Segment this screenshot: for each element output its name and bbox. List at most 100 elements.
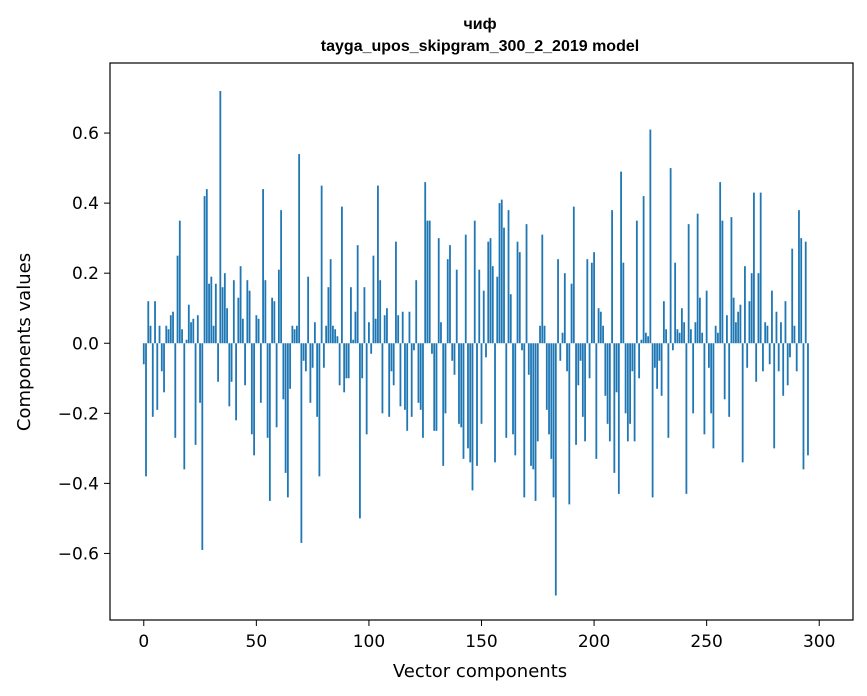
bar (449, 245, 451, 344)
bar (739, 304, 742, 344)
bar (554, 343, 557, 596)
bar (617, 343, 620, 494)
bar (185, 339, 188, 344)
bar (383, 315, 386, 344)
bar (703, 343, 706, 435)
bar (149, 325, 152, 344)
bar (764, 322, 767, 344)
bar (169, 315, 172, 344)
bar (626, 343, 629, 442)
bar (361, 343, 364, 379)
bar (205, 189, 208, 344)
bar (644, 332, 647, 344)
bar (300, 343, 303, 543)
bar (757, 273, 760, 344)
bar (548, 343, 550, 435)
bar (500, 199, 503, 344)
bar (491, 266, 494, 344)
bar (433, 343, 436, 431)
bar (518, 252, 521, 344)
bar (467, 343, 469, 449)
bar (572, 206, 575, 344)
bar (611, 210, 613, 344)
bar (446, 259, 449, 344)
bar (426, 220, 429, 344)
bar (208, 283, 210, 344)
bar (590, 262, 593, 344)
bar (334, 329, 337, 344)
bar (753, 192, 755, 344)
bar (201, 343, 204, 550)
bar (259, 343, 262, 403)
y-axis-ticks: −0.6 −0.4 −0.2 0.0 0.2 0.4 0.6 (58, 124, 110, 564)
bar (541, 234, 544, 344)
bar (563, 273, 566, 344)
bar (516, 241, 519, 344)
bar (561, 332, 564, 344)
bar (732, 297, 735, 344)
bar (717, 332, 719, 344)
x-tick-label: 150 (465, 632, 497, 652)
bar (498, 203, 501, 344)
chart-subtitle: tayga_upos_skipgram_300_2_2019 model (321, 38, 639, 55)
x-axis-label: Vector components (393, 661, 567, 682)
bar (505, 343, 508, 438)
bar (721, 220, 724, 344)
bar (478, 269, 481, 344)
bar (248, 290, 251, 344)
bar (174, 343, 177, 438)
bar (377, 185, 379, 344)
bar (651, 343, 654, 498)
bar (568, 343, 571, 505)
bar (473, 220, 476, 344)
bar (723, 343, 726, 400)
bar (786, 343, 789, 386)
x-tick-label: 0 (138, 632, 149, 652)
bar (203, 196, 206, 344)
bar (683, 322, 686, 344)
bar (268, 343, 271, 501)
bar (523, 343, 526, 498)
bar (437, 238, 440, 344)
bar (766, 325, 769, 344)
bar (145, 343, 147, 477)
bar (295, 325, 298, 344)
bar (604, 343, 607, 396)
plot-frame (109, 62, 854, 621)
bar (750, 273, 753, 344)
bar (624, 343, 627, 414)
chart-title: чиф (463, 16, 496, 33)
bar (507, 210, 510, 344)
bar (680, 308, 683, 344)
bar (608, 343, 611, 442)
bar (462, 343, 465, 459)
y-tick-label: −0.4 (58, 474, 99, 494)
bar (228, 343, 231, 407)
bar (273, 301, 276, 344)
bar (606, 343, 609, 424)
x-tick-label: 50 (246, 632, 268, 652)
bar (199, 343, 201, 403)
bar (577, 343, 580, 386)
bar (347, 343, 350, 379)
bar (210, 276, 213, 344)
bar (633, 343, 636, 442)
bar (708, 343, 710, 368)
bar (762, 343, 764, 372)
bar (250, 343, 253, 435)
bar (255, 315, 258, 344)
bar (487, 241, 490, 344)
bar (404, 343, 406, 410)
bar (671, 343, 674, 351)
bar (588, 343, 591, 379)
bar (798, 210, 800, 344)
bar (415, 280, 418, 344)
bar (212, 325, 215, 344)
bar (392, 343, 395, 386)
bar (332, 325, 334, 344)
bar (282, 343, 285, 400)
bar (313, 322, 316, 344)
bar (354, 311, 357, 344)
bar (154, 301, 156, 344)
bar (338, 343, 341, 386)
